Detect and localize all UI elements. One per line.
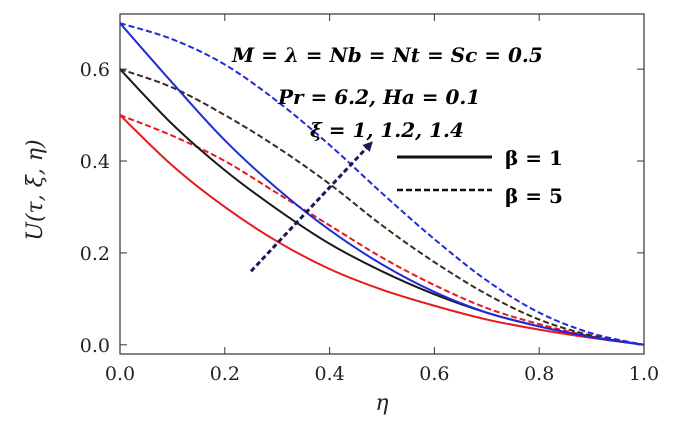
x-tick-label: 0.2 [210,363,240,385]
series-line-4 [119,68,645,346]
x-tick-label: 0.0 [105,363,135,385]
x-axis-ticks: 0.0 0.2 0.4 0.6 0.8 1.0 [105,14,659,385]
y-tick-label: 0.6 [80,59,110,81]
y-axis-ticks: 0.0 0.2 0.4 0.6 [80,59,644,357]
x-axis-title: η [375,391,388,416]
series-line-2 [119,114,645,346]
series-line-6 [119,22,645,346]
x-tick-label: 0.4 [314,363,344,385]
annotation-line-1: M = λ = Nb = Nt = Sc = 0.5 [231,43,543,67]
legend-label-beta5: β = 5 [505,184,563,208]
x-tick-label: 0.8 [524,363,554,385]
parameter-annotations: M = λ = Nb = Nt = Sc = 0.5 Pr = 6.2, Ha … [231,43,543,142]
legend: β = 1 β = 5 [397,146,563,208]
y-tick-label: 0.2 [80,243,110,265]
x-tick-label: 1.0 [629,363,659,385]
increasing-xi-arrow [249,141,373,273]
series-line-5 [119,22,645,346]
y-tick-label: 0.0 [80,335,110,357]
series-lines [119,22,645,346]
series-line-3 [119,68,645,346]
annotation-line-3: ξ = 1, 1.2, 1.4 [310,118,464,142]
y-axis-title: U(τ, ξ, η) [23,139,48,240]
x-tick-label: 0.6 [419,363,449,385]
plot-frame [119,13,645,355]
legend-label-beta1: β = 1 [505,146,563,170]
y-tick-label: 0.4 [80,151,110,173]
annotation-line-2: Pr = 6.2, Ha = 0.1 [277,85,480,109]
series-line-1 [119,114,645,346]
